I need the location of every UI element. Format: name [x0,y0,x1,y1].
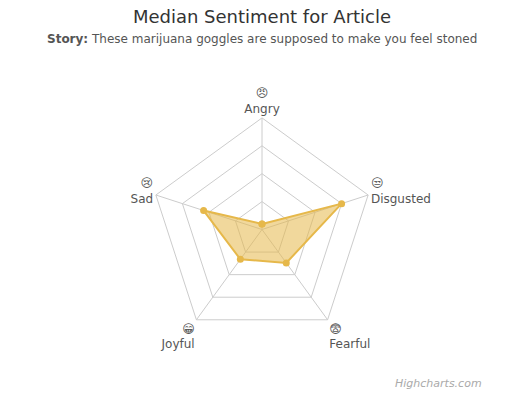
svg-text:😠Angry: 😠Angry [244,86,279,116]
svg-text:😒Disgusted: 😒Disgusted [371,176,431,206]
svg-text:😨Fearful: 😨Fearful [329,322,370,352]
svg-text:Story: These marijuana goggles: Story: These marijuana goggles are suppo… [47,32,477,46]
svg-text:Median Sentiment for Article: Median Sentiment for Article [133,6,391,27]
svg-text:😢Sad: 😢Sad [131,176,154,206]
svg-text:Highcharts.com: Highcharts.com [395,377,482,390]
svg-text:😁Joyful: 😁Joyful [161,322,195,352]
